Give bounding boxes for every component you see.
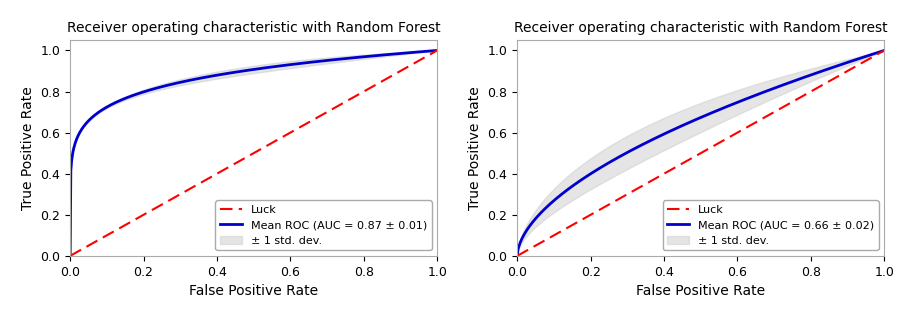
- Mean ROC (AUC = 0.87 ± 0.01): [365, 54, 376, 58]
- Mean ROC (AUC = 0.87 ± 0.01): [239, 69, 250, 73]
- Legend: Luck, Mean ROC (AUC = 0.66 ± 0.02), ± 1 std. dev.: Luck, Mean ROC (AUC = 0.66 ± 0.02), ± 1 …: [662, 200, 878, 250]
- Legend: Luck, Mean ROC (AUC = 0.87 ± 0.01), ± 1 std. dev.: Luck, Mean ROC (AUC = 0.87 ± 0.01), ± 1 …: [215, 200, 432, 250]
- Mean ROC (AUC = 0.87 ± 0.01): [65, 254, 76, 258]
- X-axis label: False Positive Rate: False Positive Rate: [189, 284, 318, 298]
- Mean ROC (AUC = 0.87 ± 0.01): [283, 63, 294, 67]
- Mean ROC (AUC = 0.66 ± 0.02): [870, 51, 881, 55]
- Title: Receiver operating characteristic with Random Forest: Receiver operating characteristic with R…: [67, 21, 440, 35]
- Line: Mean ROC (AUC = 0.66 ± 0.02): Mean ROC (AUC = 0.66 ± 0.02): [517, 50, 884, 256]
- Line: Mean ROC (AUC = 0.87 ± 0.01): Mean ROC (AUC = 0.87 ± 0.01): [70, 50, 437, 256]
- Mean ROC (AUC = 0.66 ± 0.02): [710, 109, 721, 113]
- Mean ROC (AUC = 0.66 ± 0.02): [813, 70, 824, 74]
- Mean ROC (AUC = 0.87 ± 0.01): [432, 48, 443, 52]
- Y-axis label: True Positive Rate: True Positive Rate: [21, 86, 35, 210]
- Mean ROC (AUC = 0.66 ± 0.02): [686, 120, 697, 123]
- Y-axis label: True Positive Rate: True Positive Rate: [468, 86, 482, 210]
- Mean ROC (AUC = 0.87 ± 0.01): [423, 49, 434, 53]
- X-axis label: False Positive Rate: False Positive Rate: [636, 284, 765, 298]
- Mean ROC (AUC = 0.87 ± 0.01): [242, 69, 253, 72]
- Mean ROC (AUC = 0.66 ± 0.02): [878, 48, 889, 52]
- Mean ROC (AUC = 0.66 ± 0.02): [688, 119, 699, 122]
- Mean ROC (AUC = 0.87 ± 0.01): [264, 65, 274, 69]
- Mean ROC (AUC = 0.66 ± 0.02): [511, 254, 522, 258]
- Mean ROC (AUC = 0.66 ± 0.02): [730, 101, 741, 105]
- Title: Receiver operating characteristic with Random Forest: Receiver operating characteristic with R…: [514, 21, 888, 35]
